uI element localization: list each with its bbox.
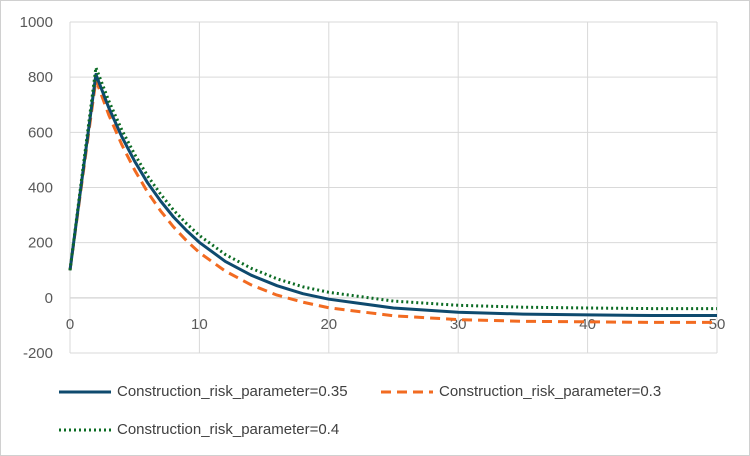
y-tick-label: 800	[28, 69, 53, 86]
legend-swatch-dotted	[59, 428, 111, 431]
series-line-1	[68, 78, 717, 324]
y-tick-label: -200	[23, 345, 53, 362]
x-tick-label: 40	[579, 316, 596, 333]
legend-item-0.4: Construction_risk_parameter=0.4	[59, 421, 339, 438]
legend-label: Construction_risk_parameter=0.3	[439, 383, 662, 400]
legend-item-0.3: Construction_risk_parameter=0.3	[381, 383, 661, 400]
legend-swatch-dashed	[381, 390, 433, 393]
series-line-0	[68, 72, 717, 317]
y-tick-label: 0	[45, 290, 53, 307]
y-tick-label: 1000	[20, 14, 53, 31]
y-tick-label: 200	[28, 235, 53, 252]
x-tick-label: 10	[191, 316, 208, 333]
x-tick-label: 50	[709, 316, 726, 333]
y-tick-label: 600	[28, 124, 53, 141]
legend-swatch-solid	[59, 390, 111, 393]
y-tick-label: 400	[28, 180, 53, 197]
x-tick-label: 20	[320, 316, 337, 333]
legend-label: Construction_risk_parameter=0.35	[117, 383, 348, 400]
x-tick-label: 0	[66, 316, 74, 333]
legend-label: Construction_risk_parameter=0.4	[117, 421, 340, 438]
series-line-2	[68, 66, 717, 311]
legend-item-0.35: Construction_risk_parameter=0.35	[59, 383, 348, 400]
